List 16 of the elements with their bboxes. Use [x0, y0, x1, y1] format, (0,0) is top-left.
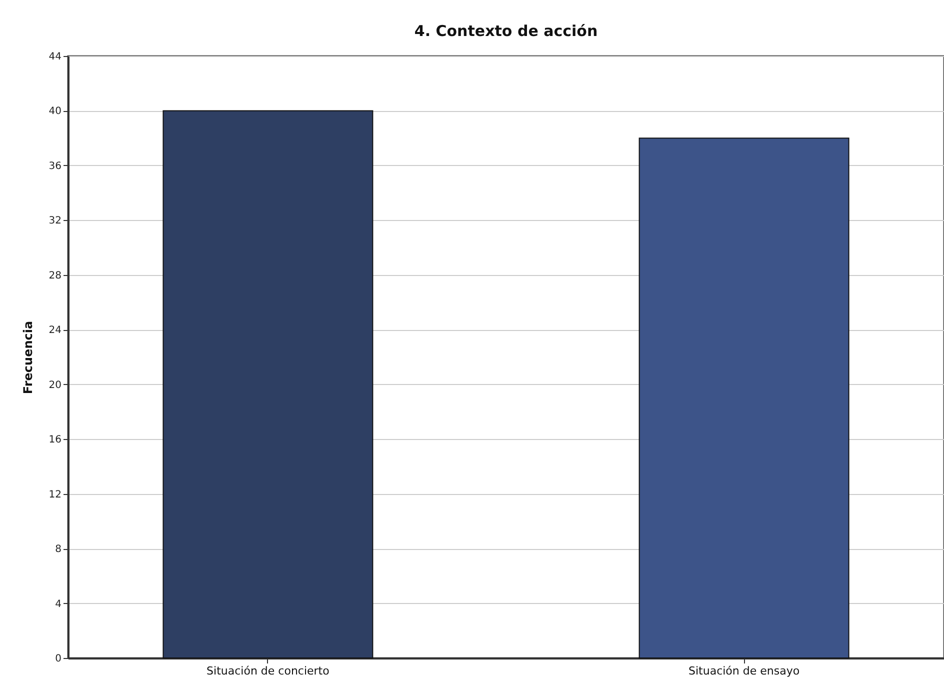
x-tick-label: Situación de concierto — [206, 664, 330, 678]
y-tick-label: 8 — [55, 544, 62, 556]
y-tick-label: 40 — [48, 106, 62, 118]
y-tick-label: 16 — [48, 434, 62, 446]
y-axis-title: Frecuencia — [20, 320, 35, 394]
y-tick-label: 32 — [48, 216, 62, 227]
y-tick-label: 44 — [48, 52, 62, 62]
y-tick-label: 36 — [48, 160, 62, 172]
y-tick-label: 20 — [48, 380, 62, 391]
y-tick-label: 28 — [48, 270, 62, 282]
y-tick-label: 12 — [48, 489, 62, 500]
x-tick-label: Situación de ensayo — [688, 664, 800, 678]
y-tick-label: 24 — [48, 325, 62, 336]
y-tick-label: 0 — [55, 654, 62, 664]
y-tick-label: 4 — [55, 598, 62, 610]
chart-title: 4. Contexto de acción — [414, 22, 598, 40]
